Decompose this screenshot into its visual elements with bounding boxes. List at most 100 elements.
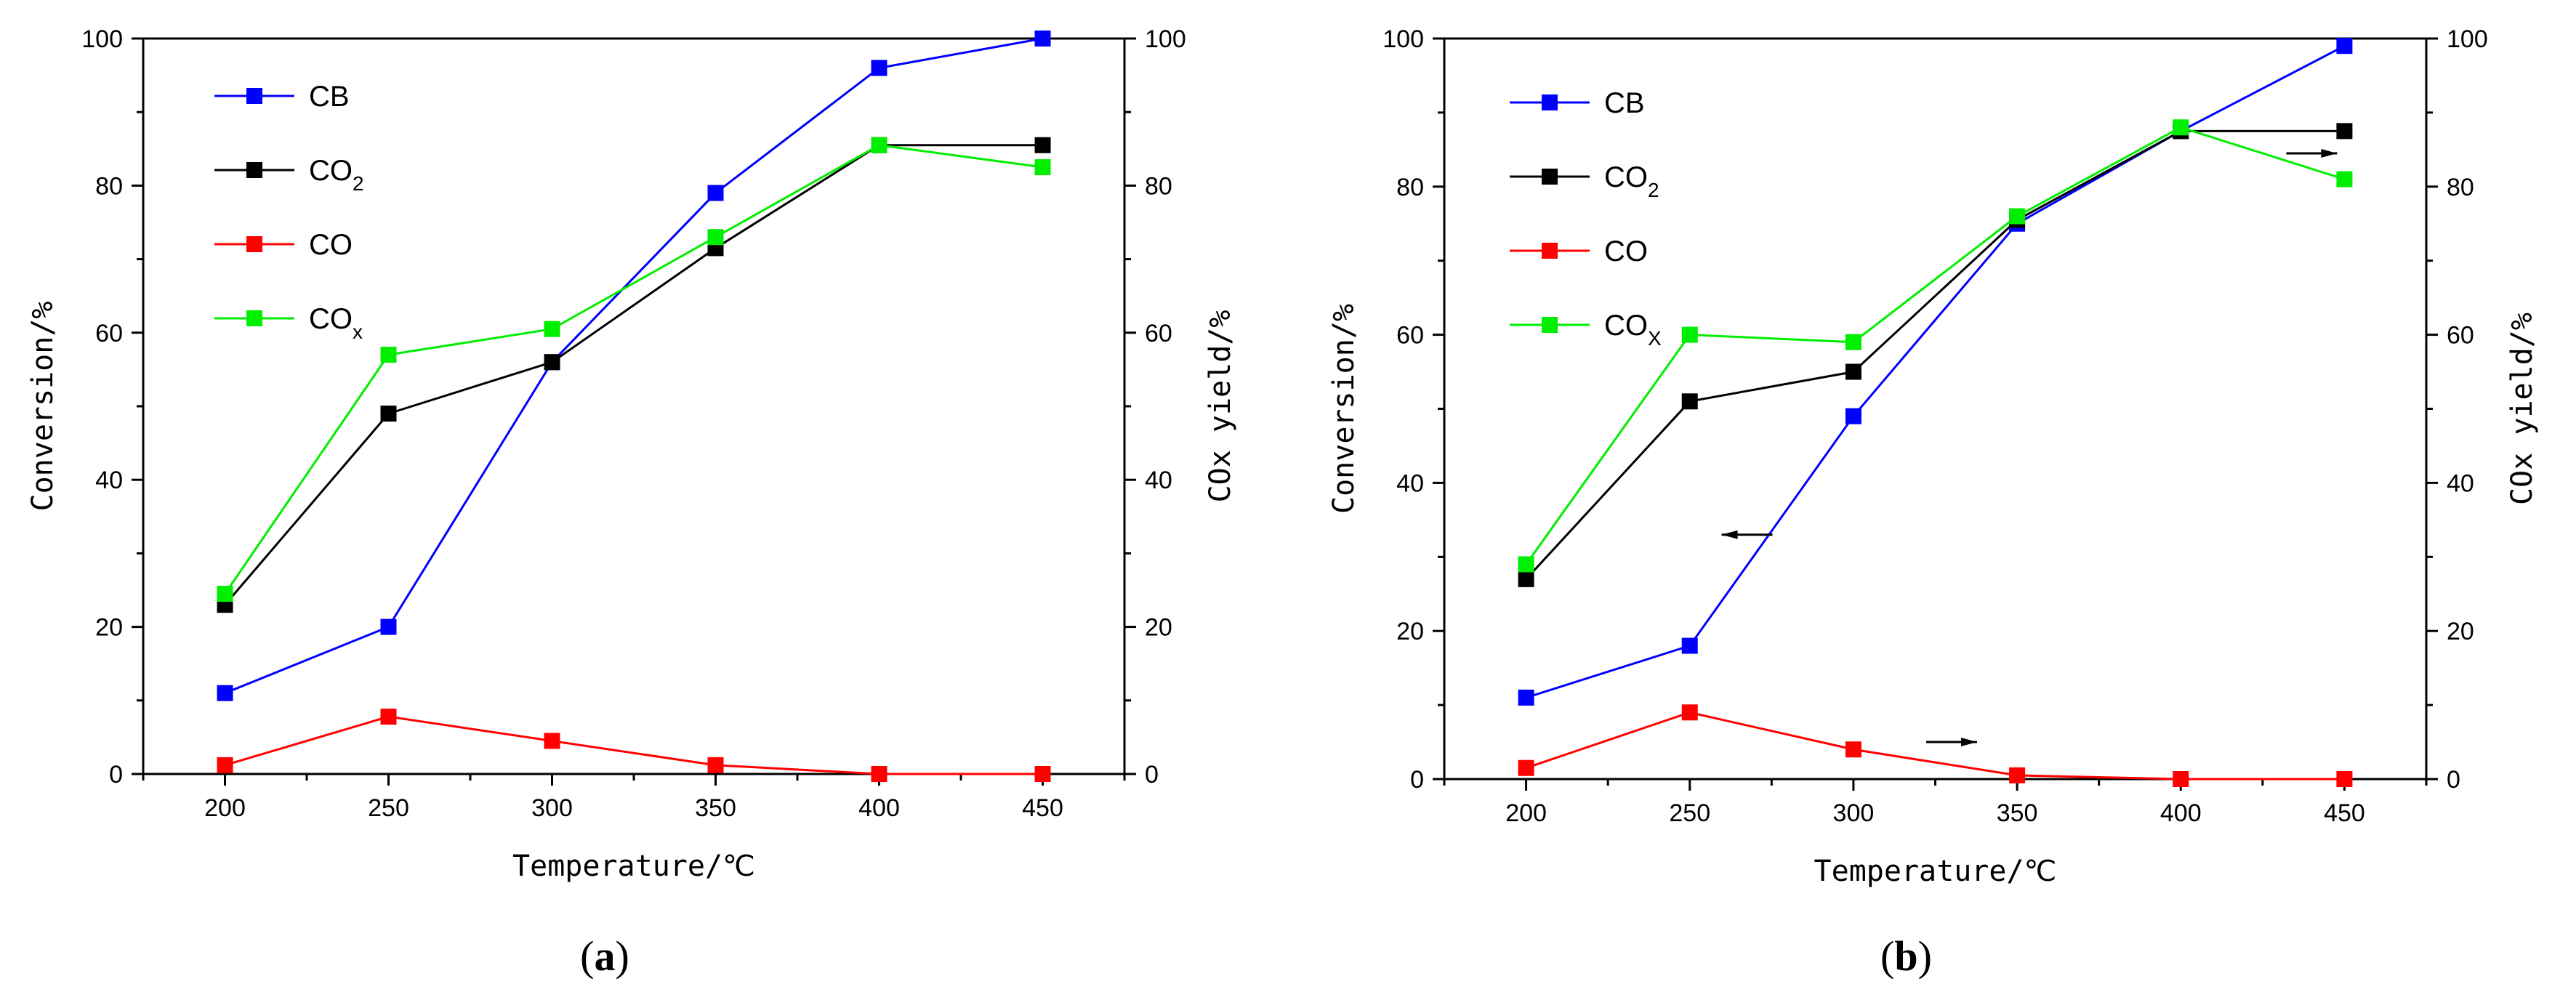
x-tick-label: 350: [695, 794, 736, 822]
series-2: [217, 709, 1051, 782]
series-line: [225, 715, 1043, 775]
arrow-right-icon: [2286, 148, 2338, 158]
data-point: [2336, 171, 2353, 188]
legend-label: COx: [309, 303, 363, 343]
legend-label: COX: [1604, 310, 1662, 350]
series-line: [224, 37, 1043, 695]
y-tick-label-right: 100: [1145, 25, 1186, 53]
chart-panel-a: 200 250 300 350 400 450 0 0 20 20 40 40 60 60 80 80 100 1…: [26, 25, 1237, 980]
series-line: [1526, 711, 2345, 781]
y-axis-title-left: Conversion/%: [1327, 304, 1361, 514]
y-tick-label-left: 0: [109, 761, 123, 789]
data-point: [544, 320, 560, 337]
data-point: [2336, 38, 2353, 55]
data-point: [2336, 123, 2353, 140]
y-tick-label-right: 0: [2447, 766, 2460, 794]
y-axis-title-left: Conversion/%: [26, 302, 60, 512]
arrow-right-icon: [1926, 738, 1978, 747]
data-point: [871, 137, 887, 153]
x-axis-title: Temperature/℃: [1814, 855, 2057, 888]
legend-label: CB: [309, 81, 350, 113]
legend-label: CO: [309, 229, 353, 261]
data-point: [217, 685, 233, 701]
x-tick-label: 450: [2324, 799, 2365, 827]
data-point: [707, 185, 724, 201]
y-tick-label-right: 40: [2447, 469, 2474, 497]
data-point: [2009, 767, 2026, 783]
data-point: [217, 586, 233, 602]
legend-marker: [1542, 243, 1558, 259]
data-point: [871, 60, 887, 76]
arrow-head: [1961, 738, 1978, 747]
y-tick-label-left: 100: [1382, 25, 1424, 53]
x-tick-label: 350: [1997, 799, 2038, 827]
data-point: [2336, 771, 2353, 787]
arrow-head: [2321, 148, 2338, 158]
y-tick-label-right: 100: [2447, 25, 2488, 53]
series-line: [224, 144, 1043, 606]
data-point: [1034, 766, 1051, 782]
data-point: [1681, 393, 1698, 410]
data-point: [1034, 137, 1051, 153]
series-line: [1525, 126, 2345, 565]
legend-marker: [1542, 317, 1558, 333]
y-tick-label-left: 60: [95, 320, 123, 347]
y-tick-label-left: 20: [1396, 618, 1424, 645]
x-tick-label: 250: [1669, 799, 1710, 827]
legend: CB CO2 CO COX: [1510, 87, 1662, 350]
legend-marker: [246, 88, 262, 104]
y-tick-label-right: 80: [1145, 172, 1172, 200]
data-point: [2009, 208, 2026, 225]
data-point: [707, 229, 724, 246]
data-point: [1518, 759, 1534, 776]
series-line: [224, 144, 1043, 594]
data-point: [217, 757, 233, 773]
y-tick-label-right: 40: [1145, 467, 1172, 494]
y-tick-label-left: 40: [95, 467, 123, 494]
data-point: [1845, 334, 1861, 350]
x-tick-label: 300: [1833, 799, 1875, 827]
y-tick-label-right: 20: [1145, 614, 1172, 642]
data-point: [1034, 31, 1051, 47]
legend-marker: [246, 236, 262, 252]
data-point: [1518, 556, 1534, 573]
legend-label: CO2: [1604, 161, 1659, 201]
legend: CB CO2 CO COx: [214, 81, 364, 343]
series-3: [1518, 119, 2353, 573]
y-tick-label-right: 20: [2447, 618, 2474, 645]
x-tick-label: 400: [858, 794, 900, 822]
data-point: [380, 347, 397, 363]
legend-marker: [1542, 94, 1558, 110]
series-3: [217, 137, 1051, 602]
data-point: [871, 766, 887, 782]
data-point: [380, 618, 397, 635]
data-point: [1845, 408, 1861, 424]
x-tick-label: 200: [1505, 799, 1547, 827]
data-point: [1845, 741, 1861, 758]
series-line: [1525, 129, 2345, 580]
series-0: [1518, 38, 2353, 706]
arrow-head: [1721, 530, 1738, 539]
legend-label: CB: [1604, 87, 1645, 119]
data-point: [1681, 704, 1698, 721]
panel-label: (b): [1880, 932, 1932, 980]
y-tick-label-left: 80: [95, 172, 123, 200]
data-point: [1681, 326, 1698, 343]
legend-marker: [1542, 169, 1558, 185]
data-point: [1034, 159, 1051, 176]
data-point: [707, 757, 724, 773]
data-point: [1681, 637, 1698, 654]
x-axis-title: Temperature/℃: [512, 850, 755, 883]
data-point: [380, 406, 397, 422]
y-tick-label-right: 60: [2447, 322, 2474, 350]
x-tick-label: 200: [204, 794, 246, 822]
legend-marker: [246, 162, 262, 178]
y-axis-title-right: COx yield/%: [2505, 313, 2539, 505]
legend-label: CO: [1604, 235, 1648, 267]
data-point: [544, 354, 560, 371]
legend-label: CO2: [309, 155, 364, 195]
x-tick-label: 250: [368, 794, 409, 822]
y-tick-label-right: 0: [1145, 761, 1159, 789]
y-tick-label-left: 40: [1396, 469, 1424, 497]
